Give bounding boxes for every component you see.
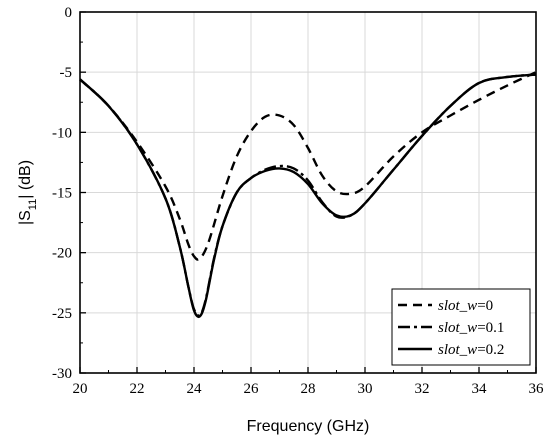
y-axis-title-suffix: | (dB) <box>17 160 34 199</box>
legend-label-value: =0.2 <box>477 342 504 358</box>
x-tick-label: 36 <box>529 381 545 397</box>
x-tick-label: 24 <box>187 381 203 397</box>
x-tick-label: 32 <box>415 381 430 397</box>
legend-label-value: =0.1 <box>477 320 504 336</box>
legend-label-3: slot_w=0.2 <box>438 342 504 358</box>
legend-label-1: slot_w=0 <box>438 298 493 314</box>
legend-label-italic: slot_w <box>438 298 477 314</box>
y-axis-title: |S11| (dB) <box>17 160 39 225</box>
y-tick-label: -20 <box>52 246 72 262</box>
x-tick-label: 34 <box>472 381 488 397</box>
legend-label-italic: slot_w <box>438 342 477 358</box>
axis-ticks: 20 22 24 26 28 30 32 34 36 0 -5 -10 -15 -20 -25 -30 <box>52 5 544 397</box>
y-tick-label: -10 <box>52 125 72 141</box>
series-lines <box>79 71 537 319</box>
y-axis-title-prefix: |S <box>17 210 34 225</box>
y-tick-label: -25 <box>52 306 72 322</box>
x-tick-label: 26 <box>244 381 260 397</box>
x-tick-label: 22 <box>130 381 145 397</box>
x-axis-title: Frequency (GHz) <box>247 418 370 435</box>
legend-label-2: slot_w=0.1 <box>438 320 504 336</box>
x-tick-label: 30 <box>358 381 373 397</box>
y-tick-label: -15 <box>52 186 72 202</box>
grid <box>80 12 536 373</box>
y-axis-title-subscript: 11 <box>27 199 39 210</box>
y-tick-label: -5 <box>60 65 73 81</box>
x-tick-label: 28 <box>301 381 316 397</box>
y-tick-label: -30 <box>52 366 72 382</box>
series-line-3 <box>79 73 537 319</box>
legend-label-italic: slot_w <box>438 320 477 336</box>
legend-label-value: =0 <box>477 298 493 314</box>
y-tick-label: 0 <box>65 5 73 21</box>
x-tick-label: 20 <box>73 381 88 397</box>
